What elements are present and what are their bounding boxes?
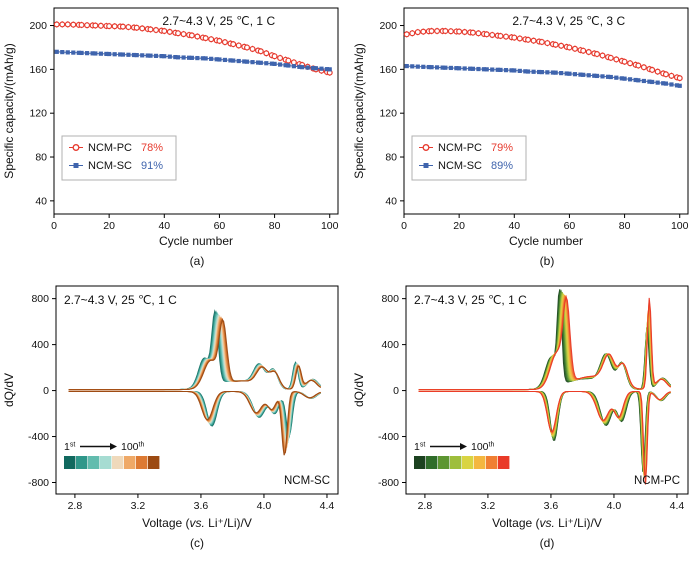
svg-text:Voltage (vs. Li⁺/Li)/V: Voltage (vs. Li⁺/Li)/V	[142, 516, 252, 530]
svg-text:Voltage (vs. Li⁺/Li)/V: Voltage (vs. Li⁺/Li)/V	[492, 516, 602, 530]
svg-text:3.6: 3.6	[544, 500, 559, 512]
panel-b: 0 20 40 60 80 100 40 80 120 160 200 Specific capaci…	[350, 0, 700, 278]
panel-d-caption: (d)	[539, 536, 555, 550]
svg-text:4.4: 4.4	[670, 500, 685, 512]
svg-text:2.7~4.3 V, 25 ℃, 1 C: 2.7~4.3 V, 25 ℃, 1 C	[414, 293, 527, 307]
svg-text:2.7~4.3 V, 25 ℃, 1 C: 2.7~4.3 V, 25 ℃, 1 C	[64, 293, 177, 307]
svg-text:91%: 91%	[141, 160, 163, 172]
svg-text:160: 160	[29, 64, 47, 76]
chart-d-svg: 1st 100th NCM-PC 2.8 3.2 3.6 4.0 4.4 -800 -400 0 40…	[352, 285, 689, 530]
svg-text:NCM-SC: NCM-SC	[438, 160, 482, 172]
svg-text:100th: 100th	[471, 441, 494, 453]
svg-text:2.7~4.3 V, 25 ℃, 1 C: 2.7~4.3 V, 25 ℃, 1 C	[162, 14, 275, 28]
svg-text:20: 20	[103, 220, 115, 232]
svg-text:NCM-PC: NCM-PC	[88, 142, 132, 154]
svg-text:Cycle number: Cycle number	[159, 234, 233, 248]
svg-text:1st: 1st	[414, 441, 425, 453]
svg-text:160: 160	[379, 64, 397, 76]
svg-text:-400: -400	[28, 431, 49, 443]
svg-text:0: 0	[393, 385, 399, 397]
svg-text:0: 0	[43, 385, 49, 397]
svg-text:0: 0	[51, 220, 57, 232]
svg-text:40: 40	[158, 220, 170, 232]
svg-text:20: 20	[453, 220, 465, 232]
panel-d: 1st 100th NCM-PC 2.8 3.2 3.6 4.0 4.4 -800 -400 0 40…	[350, 278, 700, 561]
svg-text:200: 200	[379, 20, 397, 32]
svg-text:2.8: 2.8	[418, 500, 433, 512]
svg-text:Cycle number: Cycle number	[509, 234, 583, 248]
svg-text:2.8: 2.8	[68, 500, 83, 512]
svg-text:400: 400	[31, 339, 49, 351]
svg-text:NCM-SC: NCM-SC	[88, 160, 132, 172]
svg-text:-400: -400	[378, 431, 399, 443]
svg-text:120: 120	[29, 108, 47, 120]
svg-text:100th: 100th	[121, 441, 144, 453]
svg-text:200: 200	[29, 20, 47, 32]
svg-text:120: 120	[379, 108, 397, 120]
svg-text:1st: 1st	[64, 441, 75, 453]
svg-text:80: 80	[619, 220, 631, 232]
svg-text:800: 800	[381, 293, 399, 305]
panel-b-caption: (b)	[539, 254, 555, 268]
svg-text:-800: -800	[28, 477, 49, 489]
svg-text:4.0: 4.0	[607, 500, 622, 512]
svg-text:80: 80	[385, 152, 397, 164]
panel-c-caption: (c)	[190, 536, 204, 550]
svg-text:80: 80	[35, 152, 47, 164]
svg-text:4.0: 4.0	[257, 500, 272, 512]
svg-text:Specific capacity/(mAh/g): Specific capacity/(mAh/g)	[352, 43, 366, 178]
svg-text:40: 40	[385, 195, 397, 207]
svg-text:3.2: 3.2	[481, 500, 496, 512]
svg-text:40: 40	[508, 220, 520, 232]
svg-text:80: 80	[269, 220, 281, 232]
svg-text:78%: 78%	[141, 142, 163, 154]
panel-c: 1st 100th NCM-SC 2.8 3.2 3.6 4.0 4.4 -800 -400 0 40…	[0, 278, 350, 561]
svg-text:4.4: 4.4	[320, 500, 335, 512]
panel-a: 0 20 40 60 80 100 40 80 120 160 200 Specific capaci…	[0, 0, 350, 278]
svg-text:60: 60	[214, 220, 226, 232]
svg-text:NCM-SC: NCM-SC	[284, 475, 330, 487]
svg-text:100: 100	[321, 220, 339, 232]
svg-text:40: 40	[35, 195, 47, 207]
svg-text:79%: 79%	[491, 142, 513, 154]
svg-text:800: 800	[31, 293, 49, 305]
svg-text:NCM-PC: NCM-PC	[438, 142, 482, 154]
svg-text:60: 60	[564, 220, 576, 232]
svg-text:400: 400	[381, 339, 399, 351]
chart-c-svg: 1st 100th NCM-SC 2.8 3.2 3.6 4.0 4.4 -800 -400 0 40…	[2, 285, 339, 530]
svg-text:3.6: 3.6	[194, 500, 209, 512]
svg-text:-800: -800	[378, 477, 399, 489]
panel-a-caption: (a)	[189, 254, 205, 268]
svg-text:89%: 89%	[491, 160, 513, 172]
svg-text:100: 100	[671, 220, 689, 232]
svg-text:3.2: 3.2	[131, 500, 146, 512]
svg-text:NCM-PC: NCM-PC	[634, 475, 680, 487]
svg-text:dQ/dV: dQ/dV	[352, 373, 366, 407]
svg-text:0: 0	[401, 220, 407, 232]
svg-text:2.7~4.3 V, 25 ℃, 3 C: 2.7~4.3 V, 25 ℃, 3 C	[512, 14, 625, 28]
chart-b-svg: 0 20 40 60 80 100 40 80 120 160 200 Specific capaci…	[352, 7, 689, 248]
svg-text:dQ/dV: dQ/dV	[2, 373, 16, 407]
chart-a-svg: 0 20 40 60 80 100 40 80 120 160 200 Specific capaci…	[2, 7, 339, 248]
svg-text:Specific capacity/(mAh/g): Specific capacity/(mAh/g)	[2, 43, 16, 178]
